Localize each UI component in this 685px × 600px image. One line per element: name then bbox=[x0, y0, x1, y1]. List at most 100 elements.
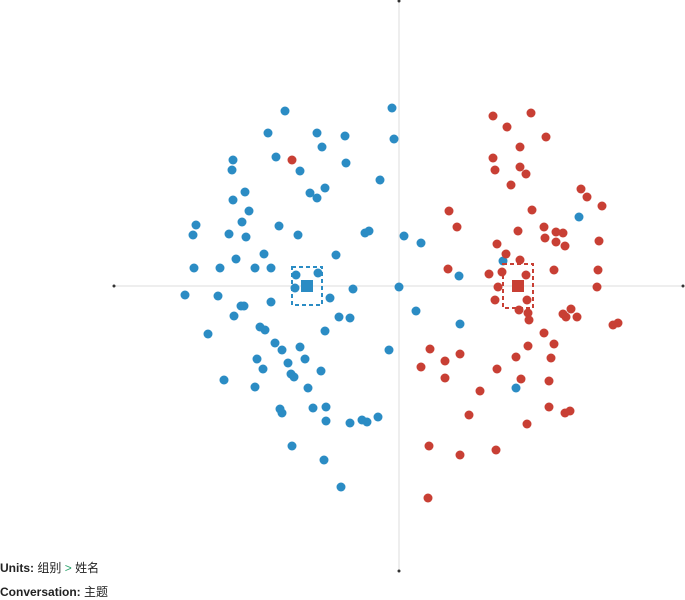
point bbox=[321, 416, 331, 426]
point bbox=[416, 362, 426, 372]
point bbox=[523, 308, 533, 318]
point bbox=[316, 366, 326, 376]
axis-end bbox=[112, 284, 116, 288]
point bbox=[308, 403, 318, 413]
point bbox=[551, 227, 561, 237]
point bbox=[490, 295, 500, 305]
point bbox=[287, 155, 297, 165]
point bbox=[277, 345, 287, 355]
point bbox=[303, 383, 313, 393]
point bbox=[488, 111, 498, 121]
point bbox=[515, 142, 525, 152]
point bbox=[594, 236, 604, 246]
point bbox=[188, 230, 198, 240]
units-from: 组别 bbox=[37, 561, 62, 575]
point bbox=[250, 263, 260, 273]
spread-box bbox=[291, 266, 323, 306]
point bbox=[389, 134, 399, 144]
point bbox=[241, 232, 251, 242]
point bbox=[549, 339, 559, 349]
point bbox=[582, 192, 592, 202]
point bbox=[539, 222, 549, 232]
point bbox=[289, 372, 299, 382]
point bbox=[260, 325, 270, 335]
point bbox=[522, 419, 532, 429]
point bbox=[331, 250, 341, 260]
point bbox=[491, 445, 501, 455]
units-to: 姓名 bbox=[75, 561, 100, 575]
point bbox=[440, 356, 450, 366]
separator: > bbox=[64, 561, 72, 575]
point bbox=[541, 132, 551, 142]
centroid bbox=[512, 280, 524, 292]
point bbox=[544, 376, 554, 386]
point bbox=[345, 313, 355, 323]
point bbox=[452, 222, 462, 232]
point bbox=[522, 295, 532, 305]
centroid bbox=[301, 280, 313, 292]
point bbox=[394, 282, 404, 292]
point bbox=[348, 284, 358, 294]
point bbox=[423, 493, 433, 503]
point bbox=[608, 320, 618, 330]
point bbox=[493, 282, 503, 292]
point bbox=[295, 342, 305, 352]
point bbox=[492, 239, 502, 249]
point bbox=[444, 206, 454, 216]
point bbox=[277, 408, 287, 418]
point bbox=[244, 206, 254, 216]
point bbox=[492, 364, 502, 374]
point bbox=[572, 312, 582, 322]
conversation-line: Conversation: 主题 bbox=[0, 583, 108, 600]
point bbox=[551, 237, 561, 247]
point bbox=[215, 263, 225, 273]
point bbox=[228, 155, 238, 165]
point bbox=[464, 410, 474, 420]
point bbox=[362, 417, 372, 427]
point bbox=[229, 311, 239, 321]
point bbox=[490, 165, 500, 175]
point bbox=[527, 205, 537, 215]
point bbox=[455, 450, 465, 460]
point bbox=[312, 128, 322, 138]
point bbox=[501, 249, 511, 259]
point bbox=[399, 231, 409, 241]
point bbox=[317, 142, 327, 152]
conversation-label: Conversation: bbox=[0, 585, 81, 599]
units-line: Units: 组别 > 姓名 bbox=[0, 559, 99, 576]
point bbox=[283, 358, 293, 368]
point bbox=[597, 201, 607, 211]
point bbox=[454, 271, 464, 281]
point bbox=[574, 212, 584, 222]
point bbox=[511, 352, 521, 362]
point bbox=[558, 228, 568, 238]
point bbox=[443, 264, 453, 274]
spread-box bbox=[502, 263, 534, 309]
point bbox=[231, 254, 241, 264]
point bbox=[240, 187, 250, 197]
point bbox=[560, 408, 570, 418]
point bbox=[280, 106, 290, 116]
point bbox=[320, 326, 330, 336]
point bbox=[502, 122, 512, 132]
point bbox=[506, 180, 516, 190]
point bbox=[516, 374, 526, 384]
point bbox=[293, 230, 303, 240]
point bbox=[191, 220, 201, 230]
point bbox=[546, 353, 556, 363]
point bbox=[266, 297, 276, 307]
point bbox=[514, 305, 524, 315]
conversation-value: 主题 bbox=[84, 585, 109, 599]
point bbox=[455, 319, 465, 329]
point bbox=[252, 354, 262, 364]
point bbox=[321, 402, 331, 412]
point bbox=[228, 195, 238, 205]
point bbox=[360, 228, 370, 238]
point bbox=[336, 482, 346, 492]
point bbox=[334, 312, 344, 322]
point bbox=[484, 269, 494, 279]
point bbox=[521, 270, 531, 280]
point bbox=[576, 184, 586, 194]
point bbox=[455, 349, 465, 359]
point bbox=[180, 290, 190, 300]
